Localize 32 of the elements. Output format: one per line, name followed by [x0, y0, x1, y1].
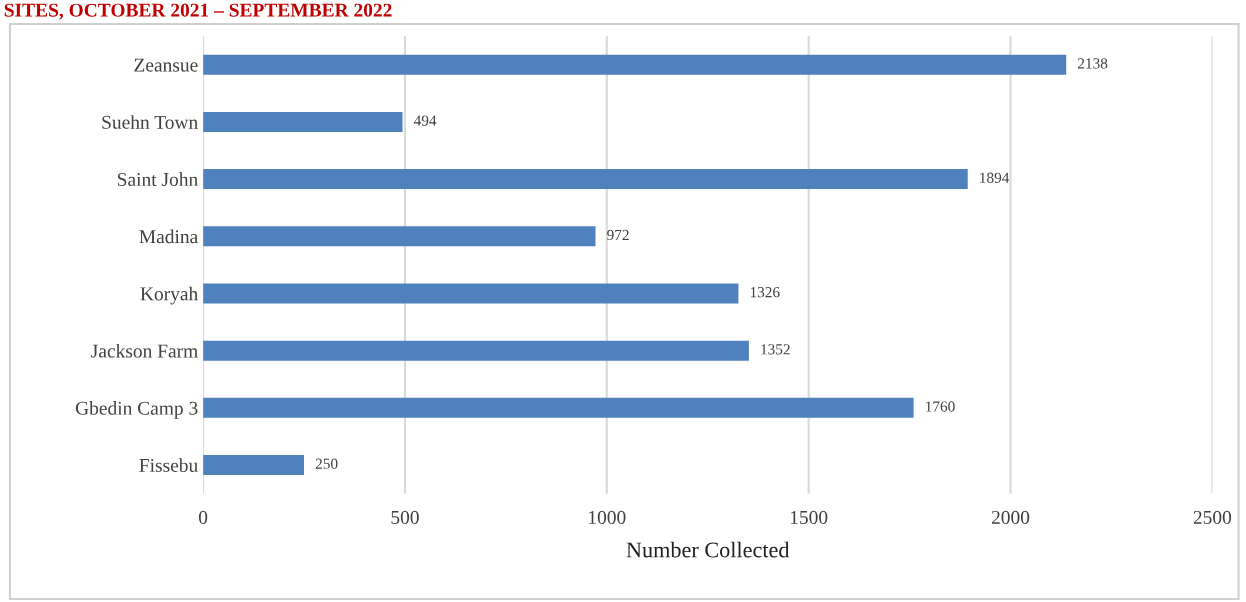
x-tick-label: 500: [391, 510, 419, 524]
bar: [203, 169, 968, 190]
y-tick-label: Saint John: [117, 172, 198, 187]
data-label: 972: [607, 229, 629, 241]
y-tick-label: Koryah: [140, 286, 198, 305]
x-axis-title: Number Collected: [626, 541, 790, 558]
bar: [203, 340, 749, 361]
chart-title: SITES, OCTOBER 2021 – SEPTEMBER 2022: [4, 3, 392, 20]
bar: [203, 397, 914, 418]
x-tick-label: 2000: [991, 510, 1030, 524]
data-label: 1760: [926, 401, 955, 412]
data-label: 1894: [980, 172, 1010, 183]
data-label: 2138: [1078, 58, 1108, 69]
bar: [203, 111, 403, 132]
data-label: 250: [315, 458, 338, 469]
y-tick-label: Zeansue: [134, 58, 198, 72]
bar: [203, 283, 739, 304]
x-tick-label: 1000: [589, 510, 626, 524]
x-tick-label: 1500: [790, 510, 828, 524]
data-label: 1352: [761, 344, 790, 355]
y-tick-label: Fissebu: [139, 458, 198, 472]
y-tick-label: Suehn Town: [102, 115, 198, 129]
bar: [203, 455, 305, 476]
y-tick-label: Madina: [139, 229, 198, 244]
y-tick-label: Gbedin Camp 3: [75, 401, 198, 419]
data-label: 494: [413, 115, 437, 126]
x-tick-label: 2500: [1193, 510, 1232, 524]
data-label: 1326: [750, 287, 780, 298]
x-tick-label: 0: [198, 510, 208, 524]
bar: [203, 226, 596, 247]
bar: [203, 54, 1067, 75]
y-tick-label: Jackson Farm: [91, 343, 198, 358]
